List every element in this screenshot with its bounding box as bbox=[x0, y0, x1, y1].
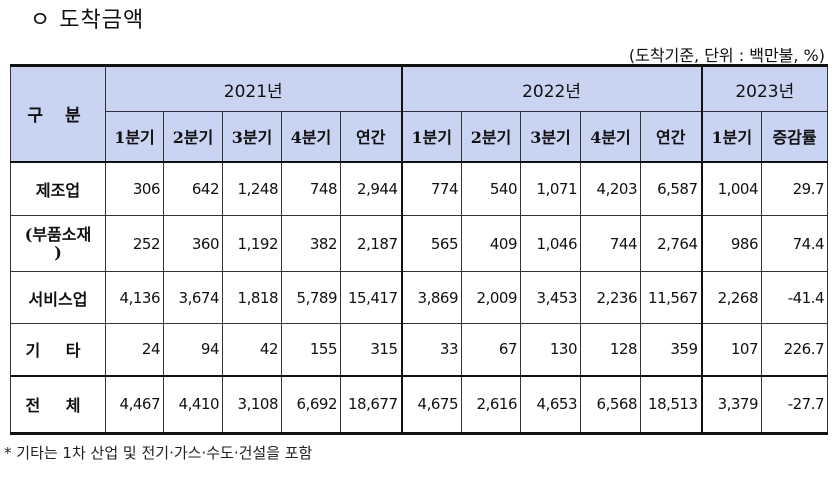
table-cell: 306 bbox=[105, 161, 164, 216]
table-cell: 94 bbox=[163, 323, 223, 377]
subheader-cell: 증감률 bbox=[761, 111, 829, 163]
subheader-cell: 연간 bbox=[639, 111, 703, 163]
table-cell: 2,944 bbox=[340, 161, 402, 216]
subheader-cell: 3분기 bbox=[520, 111, 581, 163]
table-cell: 155 bbox=[281, 323, 341, 377]
table-cell: 67 bbox=[461, 323, 521, 377]
table-cell: 382 bbox=[281, 215, 341, 272]
table-cell: 4,136 bbox=[105, 271, 164, 324]
table-cell: 4,467 bbox=[105, 375, 164, 434]
table-cell: 252 bbox=[105, 215, 164, 272]
table-cell: 3,453 bbox=[520, 271, 581, 324]
table-cell: 5,789 bbox=[281, 271, 341, 324]
table-cell: 33 bbox=[400, 323, 462, 377]
table-cell: 642 bbox=[163, 161, 223, 216]
table-cell: 3,869 bbox=[400, 271, 462, 324]
table-cell: 226.7 bbox=[761, 323, 829, 377]
table-cell: 540 bbox=[461, 161, 521, 216]
table-cell: 3,674 bbox=[163, 271, 223, 324]
table-cell: 6,587 bbox=[639, 161, 703, 216]
subheader-cell: 1분기 bbox=[700, 111, 763, 163]
table-cell: 315 bbox=[340, 323, 402, 377]
table-cell: 24 bbox=[105, 323, 164, 377]
table-cell: 565 bbox=[400, 215, 462, 272]
table-cell: 744 bbox=[580, 215, 641, 272]
table-cell: 1,248 bbox=[222, 161, 282, 216]
table-cell: 29.7 bbox=[761, 161, 829, 216]
table-cell: 4,653 bbox=[520, 375, 581, 434]
subheader-cell: 4분기 bbox=[580, 111, 641, 163]
table-row-total: 전 체 4,467 4,410 3,108 6,692 18,677 4,675… bbox=[10, 375, 829, 434]
year-header-2022: 2022년 bbox=[400, 65, 703, 112]
table-cell: 748 bbox=[281, 161, 341, 216]
table-row: (부품소재 ) 252 360 1,192 382 2,187 565 409 … bbox=[10, 215, 829, 272]
table-cell: 1,004 bbox=[700, 161, 763, 216]
table-cell: 1,071 bbox=[520, 161, 581, 216]
table-cell: -41.4 bbox=[761, 271, 829, 324]
table-cell: 4,410 bbox=[163, 375, 223, 434]
table-cell: 986 bbox=[700, 215, 763, 272]
table-row: 서비스업 4,136 3,674 1,818 5,789 15,417 3,86… bbox=[10, 271, 829, 324]
subheader-cell: 4분기 bbox=[281, 111, 341, 163]
corner-label: 구 분 bbox=[10, 65, 106, 163]
subheader-cell: 1분기 bbox=[400, 111, 462, 163]
table-cell: 2,616 bbox=[461, 375, 521, 434]
table-cell: 1,192 bbox=[222, 215, 282, 272]
footnote: * 기타는 1차 산업 및 전기·가스·수도·건설을 포함 bbox=[4, 444, 313, 462]
table-cell: 18,677 bbox=[340, 375, 402, 434]
row-label-line: (부품소재 bbox=[24, 224, 92, 244]
table-cell: 107 bbox=[700, 323, 763, 377]
table-cell: 774 bbox=[400, 161, 462, 216]
table-cell: 2,236 bbox=[580, 271, 641, 324]
table-cell: 359 bbox=[639, 323, 703, 377]
subheader-cell: 2분기 bbox=[461, 111, 521, 163]
subheader-cell: 3분기 bbox=[222, 111, 282, 163]
table-cell: 360 bbox=[163, 215, 223, 272]
year-header-row: 구 분 2021년 2022년 2023년 bbox=[10, 65, 829, 163]
table-cell: 3,379 bbox=[700, 375, 763, 434]
table-cell: 2,009 bbox=[461, 271, 521, 324]
table-cell: 2,187 bbox=[340, 215, 402, 272]
subheader-cell: 연간 bbox=[340, 111, 402, 163]
table-cell: 2,268 bbox=[700, 271, 763, 324]
table-cell: 130 bbox=[520, 323, 581, 377]
quarter-header-row: 1분기 2분기 3분기 4분기 연간 1분기 2분기 3분기 4분기 연간 1분… bbox=[11, 111, 829, 163]
row-label: 전 체 bbox=[10, 375, 106, 434]
table-row: 제조업 306 642 1,248 748 2,944 774 540 1,07… bbox=[10, 161, 829, 216]
row-label: 제조업 bbox=[10, 161, 106, 216]
subheader-cell: 1분기 bbox=[105, 111, 164, 163]
year-header-2021: 2021년 bbox=[105, 65, 402, 112]
table-cell: 1,818 bbox=[222, 271, 282, 324]
table-cell: 1,046 bbox=[520, 215, 581, 272]
arrival-amount-table: 구 분 2021년 2022년 2023년 1분기 2분기 3분기 4분기 연간… bbox=[10, 64, 829, 435]
row-label: 서비스업 bbox=[10, 271, 106, 324]
table-cell: 4,675 bbox=[400, 375, 462, 434]
table-cell: -27.7 bbox=[761, 375, 829, 434]
table-cell: 74.4 bbox=[761, 215, 829, 272]
table-cell: 42 bbox=[222, 323, 282, 377]
table-cell: 3,108 bbox=[222, 375, 282, 434]
table-cell: 2,764 bbox=[639, 215, 703, 272]
table-cell: 15,417 bbox=[340, 271, 402, 324]
row-label-line: ) bbox=[54, 242, 62, 262]
row-label: 기 타 bbox=[10, 323, 106, 377]
unit-note: (도착기준, 단위 : 백만불, %) bbox=[628, 46, 825, 65]
section-title: ㅇ 도착금액 bbox=[30, 8, 145, 33]
table-row: 기 타 24 94 42 155 315 33 67 130 128 359 1… bbox=[10, 323, 829, 377]
table-cell: 6,568 bbox=[580, 375, 641, 434]
row-label: (부품소재 ) bbox=[10, 215, 106, 272]
table-cell: 128 bbox=[580, 323, 641, 377]
table-cell: 409 bbox=[461, 215, 521, 272]
year-header-2023: 2023년 bbox=[700, 65, 829, 112]
table-cell: 18,513 bbox=[639, 375, 703, 434]
table-cell: 4,203 bbox=[580, 161, 641, 216]
subheader-cell: 2분기 bbox=[163, 111, 223, 163]
table-cell: 11,567 bbox=[639, 271, 703, 324]
table-cell: 6,692 bbox=[281, 375, 341, 434]
